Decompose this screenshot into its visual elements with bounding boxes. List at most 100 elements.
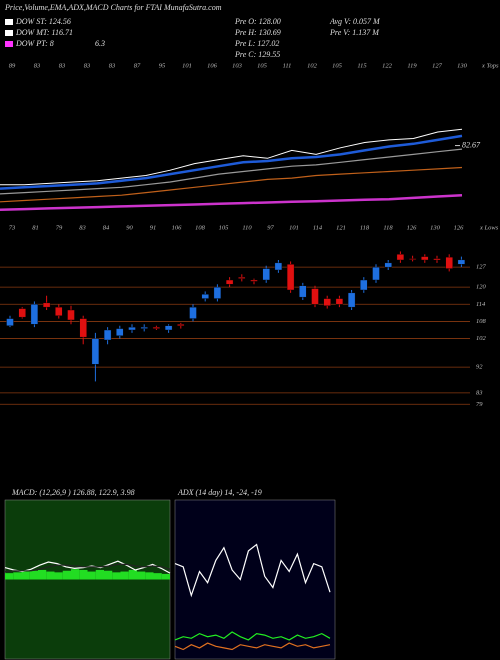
histogram-bar — [13, 572, 22, 580]
candle-body — [445, 256, 453, 269]
y-tick-label: 114 — [476, 301, 486, 308]
series-line — [0, 148, 463, 195]
chart-title: Price,Volume,EMA,ADX,MACD Charts for FTA… — [4, 3, 222, 12]
tops-label: 122 — [382, 62, 393, 69]
candle-body — [213, 286, 222, 299]
lows-label: 97 — [267, 224, 274, 231]
candle-body — [408, 258, 417, 260]
panel-title: ADX (14 day) 14, -24, -19 — [177, 488, 262, 497]
series-line — [0, 166, 463, 203]
lows-label: 126 — [454, 224, 465, 231]
candle-body — [225, 279, 234, 285]
candle-body — [177, 324, 185, 326]
tops-label: 105 — [257, 62, 268, 69]
lows-label: 126 — [407, 224, 418, 231]
tops-label: 111 — [283, 62, 292, 69]
tops-label: 83 — [109, 62, 116, 69]
candle-body — [421, 256, 429, 261]
lows-label: 118 — [360, 224, 370, 231]
legend-swatch — [5, 41, 13, 47]
histogram-bar — [46, 571, 55, 580]
histogram-bar — [161, 573, 170, 580]
lows-label: 130 — [430, 224, 441, 231]
candle-body — [372, 266, 380, 281]
histogram-bar — [54, 572, 63, 580]
series-line — [4, 563, 171, 573]
lows-label: 83 — [79, 224, 86, 231]
candle-body — [79, 318, 87, 338]
lows-label: 110 — [242, 224, 252, 231]
histogram-bar — [137, 571, 146, 580]
tops-title: x Tops — [481, 62, 499, 69]
lows-label: 114 — [313, 224, 323, 231]
candle-body — [286, 264, 295, 291]
candle-body — [201, 294, 209, 299]
tops-label: 95 — [159, 62, 166, 69]
series-line — [174, 642, 331, 651]
candle-body — [262, 268, 270, 281]
series-line — [174, 543, 331, 598]
tops-label: 106 — [207, 62, 218, 69]
lows-label: 84 — [103, 224, 110, 231]
candle-body — [335, 298, 344, 305]
candle-body — [189, 306, 197, 319]
tops-label: 83 — [84, 62, 91, 69]
histogram-bar — [153, 573, 162, 580]
y-tick-label: 127 — [476, 264, 487, 271]
histogram-bar — [5, 573, 14, 580]
lows-label: 118 — [383, 224, 393, 231]
series-line — [0, 193, 463, 211]
y-tick-label: 120 — [476, 284, 487, 291]
candle-body — [396, 254, 405, 261]
candle-body — [347, 292, 356, 308]
histogram-bar — [104, 570, 113, 580]
legend-swatch — [5, 30, 13, 36]
candle-body — [140, 326, 148, 329]
candle-body — [311, 288, 319, 305]
lows-label: 81 — [32, 224, 39, 231]
tops-label: 119 — [407, 62, 417, 69]
candle-body — [18, 308, 26, 318]
histogram-bar — [38, 569, 47, 580]
lows-label: 73 — [9, 224, 16, 231]
candle-body — [457, 259, 466, 265]
info-text: Pre C: 129.55 — [234, 50, 280, 59]
y-tick-label: 82.67 — [462, 140, 481, 149]
candle-body — [67, 309, 75, 321]
tops-label: 127 — [432, 62, 443, 69]
legend-extra: 6.3 — [95, 39, 105, 48]
histogram-bar — [120, 571, 129, 580]
info-text: Pre L: 127.02 — [234, 39, 279, 48]
series-line — [174, 631, 331, 641]
panel-bg — [174, 499, 336, 660]
tops-label: 87 — [134, 62, 141, 69]
candle-body — [164, 325, 173, 331]
histogram-bar — [62, 570, 71, 580]
y-tick-label: 79 — [476, 401, 483, 408]
lows-label: 105 — [219, 224, 230, 231]
candle-body — [433, 258, 441, 261]
legend-label: DOW PT: 8 — [15, 39, 54, 48]
tops-label: 101 — [182, 62, 192, 69]
histogram-bar — [21, 571, 30, 580]
histogram-bar — [79, 569, 88, 580]
lows-label: 106 — [172, 224, 183, 231]
lows-label: 91 — [150, 224, 157, 231]
tops-label: 102 — [307, 62, 318, 69]
legend-swatch — [5, 19, 13, 25]
histogram-bar — [71, 569, 80, 580]
candle-body — [360, 279, 368, 291]
candle-body — [30, 304, 39, 325]
tops-label: 89 — [9, 62, 16, 69]
series-line — [0, 128, 463, 186]
histogram-bar — [29, 570, 38, 580]
candle-body — [103, 329, 112, 341]
info-text: Avg V: 0.057 M — [329, 17, 381, 26]
candle-body — [42, 302, 51, 308]
lows-label: 101 — [289, 224, 299, 231]
candle-body — [116, 328, 124, 336]
tops-label: 103 — [232, 62, 243, 69]
lows-label: 121 — [336, 224, 346, 231]
lows-label: 108 — [195, 224, 206, 231]
